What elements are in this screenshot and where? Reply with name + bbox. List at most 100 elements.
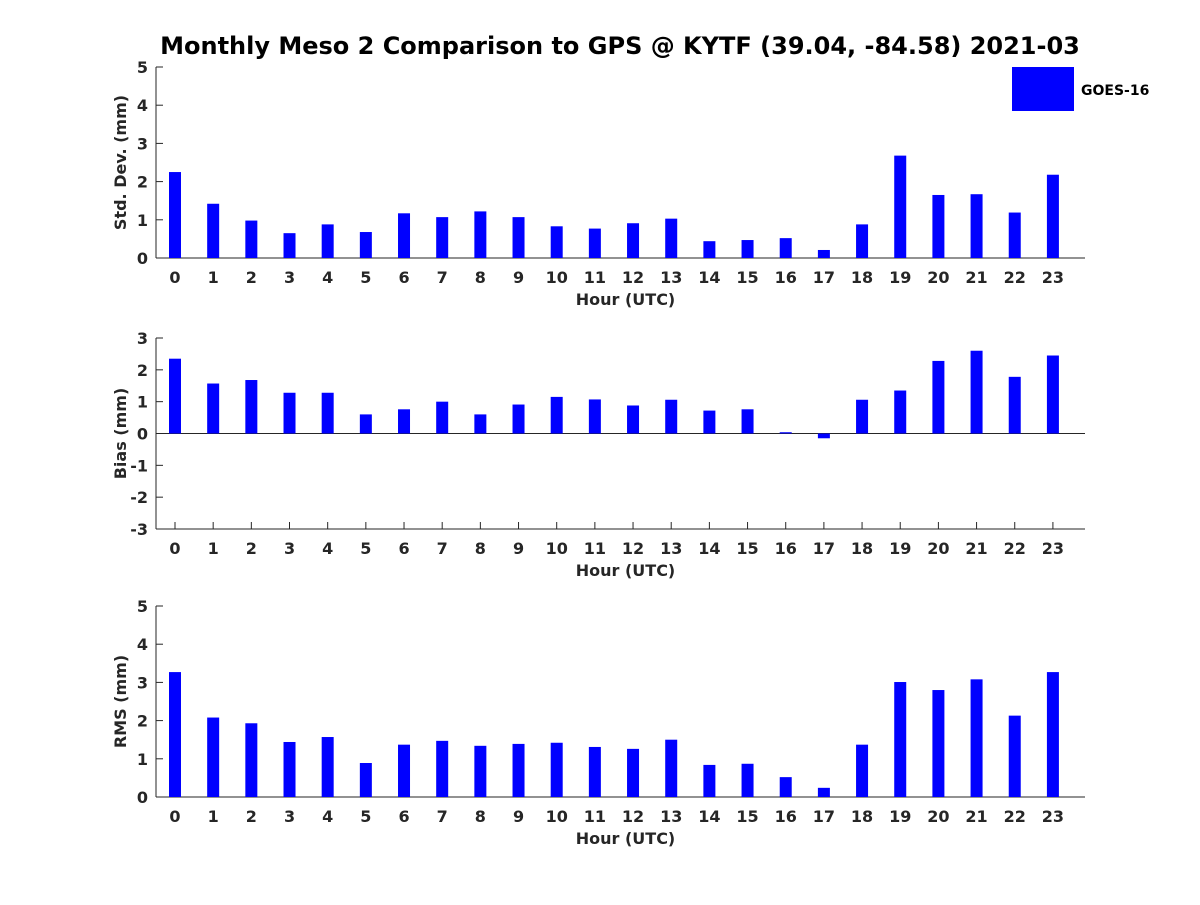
bar-hour-9 (512, 404, 525, 434)
bar-hour-0 (169, 672, 181, 797)
bar-hour-20 (932, 194, 945, 258)
x-tick-label: 9 (513, 539, 524, 558)
bar-hour-11 (588, 746, 601, 797)
x-tick-label: 10 (546, 268, 568, 287)
x-tick-label: 20 (927, 268, 949, 287)
bar-hour-5 (359, 414, 372, 434)
x-tick-label: 14 (698, 268, 720, 287)
x-tick-label: 9 (513, 268, 524, 287)
bar-hour-3 (283, 233, 296, 258)
x-tick-label: 2 (246, 807, 257, 826)
bar-hour-20 (932, 690, 945, 797)
y-tick-label: 0 (137, 249, 148, 268)
x-tick-label: 4 (322, 268, 333, 287)
x-tick-label: 5 (360, 807, 371, 826)
bar-hour-15 (741, 240, 754, 258)
bar-hour-4 (321, 392, 334, 434)
x-tick-label: 19 (889, 268, 911, 287)
x-tick-label: 22 (1004, 268, 1026, 287)
bar-hour-19 (894, 155, 907, 258)
x-tick-label: 0 (169, 268, 180, 287)
bar-hour-2 (245, 723, 258, 797)
x-tick-label: 0 (169, 807, 180, 826)
y-tick-label: 1 (137, 393, 148, 412)
x-tick-label: 7 (437, 539, 448, 558)
y-tick-label: -2 (130, 488, 148, 507)
y-tick-label: -3 (130, 520, 148, 539)
y-tick-label: 4 (137, 635, 148, 654)
x-axis-label: Hour (UTC) (576, 561, 676, 580)
bar-hour-18 (856, 224, 869, 258)
bar-hour-8 (474, 414, 487, 434)
bar-hour-6 (398, 744, 411, 797)
bar-hour-8 (474, 211, 487, 258)
x-tick-label: 4 (322, 807, 333, 826)
x-tick-label: 15 (736, 807, 758, 826)
y-axis-label: Std. Dev. (mm) (111, 95, 130, 230)
x-tick-label: 2 (246, 268, 257, 287)
y-tick-label: 1 (137, 211, 148, 230)
bar-hour-16 (779, 238, 792, 258)
bar-hour-1 (207, 383, 220, 434)
bar-hour-17 (817, 787, 830, 797)
x-tick-label: 18 (851, 539, 873, 558)
bar-hour-6 (398, 213, 411, 258)
bar-hour-3 (283, 392, 296, 434)
legend-label: GOES-16 (1081, 83, 1149, 99)
y-tick-label: 0 (137, 788, 148, 807)
x-tick-label: 8 (475, 807, 486, 826)
bar-hour-23 (1046, 672, 1059, 797)
bar-hour-20 (932, 360, 945, 434)
x-tick-label: 12 (622, 268, 644, 287)
x-tick-label: 7 (437, 807, 448, 826)
bar-hour-17 (817, 433, 830, 439)
x-tick-label: 21 (965, 539, 987, 558)
bar-hour-1 (207, 717, 220, 797)
x-tick-label: 22 (1004, 807, 1026, 826)
x-tick-label: 10 (546, 539, 568, 558)
x-tick-label: 18 (851, 807, 873, 826)
bar-hour-0 (169, 172, 181, 258)
bar-hour-13 (665, 399, 678, 434)
bar-hour-0 (169, 358, 181, 434)
y-tick-label: 5 (137, 597, 148, 616)
x-tick-label: 14 (698, 807, 720, 826)
bar-hour-9 (512, 217, 525, 258)
x-tick-label: 21 (965, 268, 987, 287)
x-tick-label: 11 (584, 807, 606, 826)
bar-hour-12 (627, 223, 640, 258)
x-tick-label: 12 (622, 807, 644, 826)
bar-hour-16 (779, 432, 792, 434)
bar-hour-23 (1046, 174, 1059, 258)
x-tick-label: 22 (1004, 539, 1026, 558)
bar-hour-2 (245, 380, 258, 434)
bar-hour-5 (359, 763, 372, 797)
bar-hour-23 (1046, 355, 1059, 434)
bar-hour-11 (588, 228, 601, 258)
bar-hour-21 (970, 679, 983, 797)
x-tick-label: 6 (398, 539, 409, 558)
y-tick-label: 3 (137, 673, 148, 692)
y-tick-label: 2 (137, 712, 148, 731)
x-tick-label: 16 (775, 807, 797, 826)
y-tick-label: 3 (137, 329, 148, 348)
x-tick-label: 23 (1042, 539, 1064, 558)
x-tick-label: 13 (660, 268, 682, 287)
x-tick-label: 8 (475, 268, 486, 287)
bar-hour-17 (817, 249, 830, 258)
x-tick-label: 11 (584, 539, 606, 558)
x-tick-label: 20 (927, 539, 949, 558)
y-tick-label: 4 (137, 96, 148, 115)
y-tick-label: 3 (137, 134, 148, 153)
x-tick-label: 6 (398, 807, 409, 826)
x-tick-label: 16 (775, 539, 797, 558)
x-tick-label: 8 (475, 539, 486, 558)
x-tick-label: 17 (813, 268, 835, 287)
bar-hour-7 (436, 217, 449, 258)
bar-hour-18 (856, 399, 869, 434)
x-tick-label: 7 (437, 268, 448, 287)
bar-hour-13 (665, 218, 678, 258)
bar-hour-5 (359, 232, 372, 258)
